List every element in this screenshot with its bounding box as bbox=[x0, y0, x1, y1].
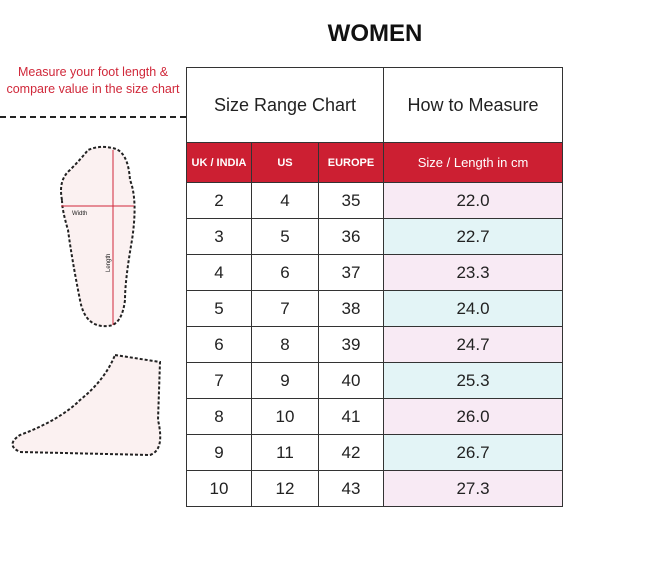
table-row: 4 6 37 23.3 bbox=[186, 254, 563, 291]
length-cm-cell: 24.0 bbox=[383, 290, 563, 327]
header-length-cm: Size / Length in cm bbox=[383, 142, 563, 183]
eu-size-cell: 41 bbox=[318, 398, 384, 435]
eu-size-cell: 35 bbox=[318, 182, 384, 219]
us-size-cell: 7 bbox=[251, 290, 319, 327]
uk-size-cell: 2 bbox=[186, 182, 252, 219]
eu-size-cell: 36 bbox=[318, 218, 384, 255]
width-label: Width bbox=[72, 211, 87, 217]
size-range-chart-tab[interactable]: Size Range Chart bbox=[186, 67, 384, 143]
eu-size-cell: 40 bbox=[318, 362, 384, 399]
uk-size-cell: 7 bbox=[186, 362, 252, 399]
eu-size-cell: 39 bbox=[318, 326, 384, 363]
table-row: 5 7 38 24.0 bbox=[186, 290, 563, 327]
uk-size-cell: 9 bbox=[186, 434, 252, 471]
foot-sole-diagram: Width Length bbox=[11, 145, 162, 457]
us-size-cell: 11 bbox=[251, 434, 319, 471]
table-row: 7 9 40 25.3 bbox=[186, 362, 563, 399]
length-cm-cell: 26.7 bbox=[383, 434, 563, 471]
how-to-measure-tab[interactable]: How to Measure bbox=[383, 67, 563, 143]
table-row: 9 11 42 26.7 bbox=[186, 434, 563, 471]
us-size-cell: 5 bbox=[251, 218, 319, 255]
eu-size-cell: 43 bbox=[318, 470, 384, 507]
table-row: 8 10 41 26.0 bbox=[186, 398, 563, 435]
length-cm-cell: 26.0 bbox=[383, 398, 563, 435]
uk-size-cell: 6 bbox=[186, 326, 252, 363]
eu-size-cell: 37 bbox=[318, 254, 384, 291]
page-title: WOMEN bbox=[327, 20, 423, 47]
uk-size-cell: 4 bbox=[186, 254, 252, 291]
header-us: US bbox=[251, 142, 319, 183]
length-cm-cell: 22.7 bbox=[383, 218, 563, 255]
size-chart-table: Size Range Chart How to Measure UK / IND… bbox=[186, 67, 563, 507]
length-cm-cell: 23.3 bbox=[383, 254, 563, 291]
length-label: Length bbox=[106, 254, 112, 272]
uk-size-cell: 5 bbox=[186, 290, 252, 327]
us-size-cell: 10 bbox=[251, 398, 319, 435]
us-size-cell: 6 bbox=[251, 254, 319, 291]
uk-size-cell: 10 bbox=[186, 470, 252, 507]
table-row: 3 5 36 22.7 bbox=[186, 218, 563, 255]
header-europe: EUROPE bbox=[318, 142, 384, 183]
uk-size-cell: 8 bbox=[186, 398, 252, 435]
header-uk-india: UK / INDIA bbox=[186, 142, 252, 183]
us-size-cell: 8 bbox=[251, 326, 319, 363]
measure-note: Measure your foot length & compare value… bbox=[6, 65, 180, 96]
us-size-cell: 4 bbox=[251, 182, 319, 219]
us-size-cell: 12 bbox=[251, 470, 319, 507]
uk-size-cell: 3 bbox=[186, 218, 252, 255]
table-row: 6 8 39 24.7 bbox=[186, 326, 563, 363]
length-cm-cell: 24.7 bbox=[383, 326, 563, 363]
length-cm-cell: 25.3 bbox=[383, 362, 563, 399]
dashed-divider bbox=[0, 116, 186, 118]
length-cm-cell: 22.0 bbox=[383, 182, 563, 219]
table-row: 10 12 43 27.3 bbox=[186, 470, 563, 507]
us-size-cell: 9 bbox=[251, 362, 319, 399]
length-cm-cell: 27.3 bbox=[383, 470, 563, 507]
eu-size-cell: 38 bbox=[318, 290, 384, 327]
table-row: 2 4 35 22.0 bbox=[186, 182, 563, 219]
eu-size-cell: 42 bbox=[318, 434, 384, 471]
